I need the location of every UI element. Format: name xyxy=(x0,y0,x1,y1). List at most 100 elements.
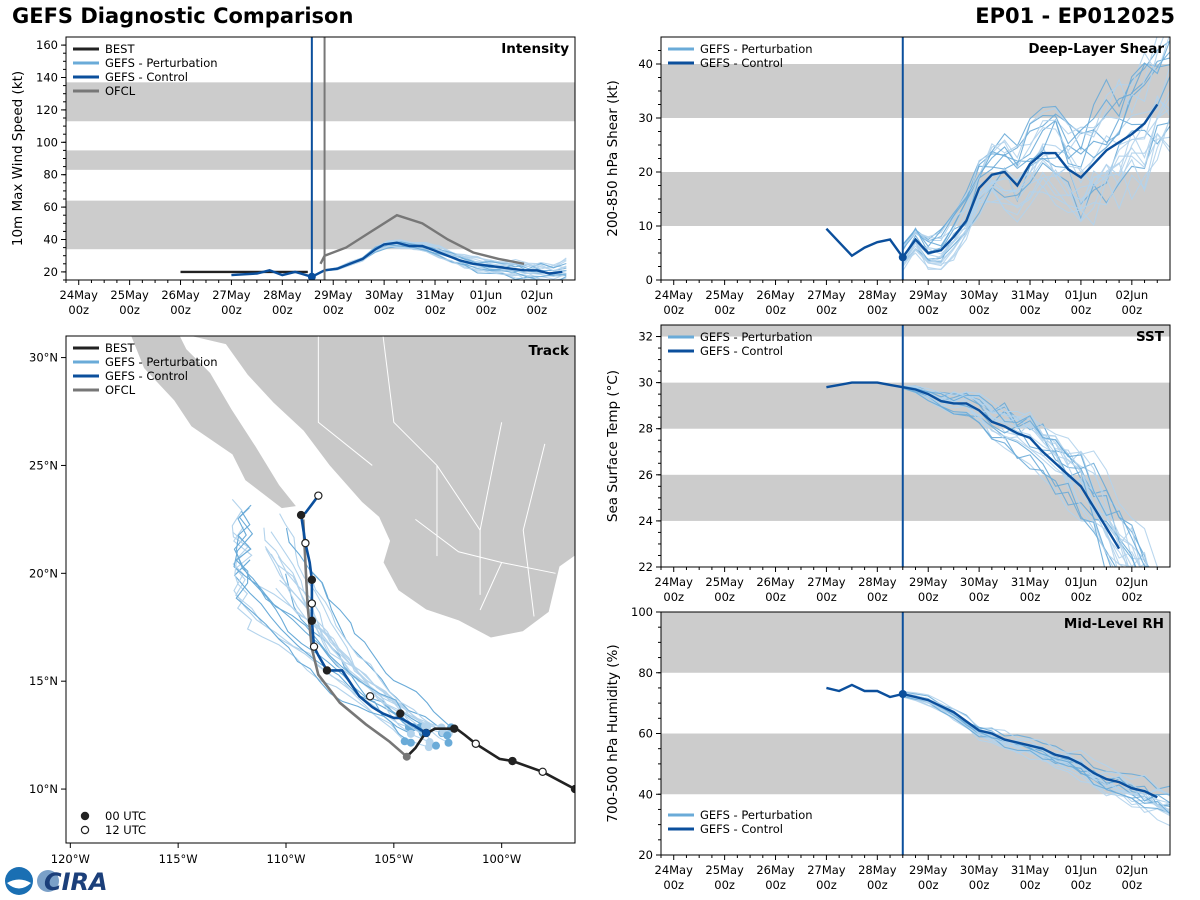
perturbation-track xyxy=(235,536,426,727)
x-tick-label-hour: 00z xyxy=(374,303,395,317)
x-tick-label-hour: 00z xyxy=(170,303,191,317)
threshold-band xyxy=(661,64,1170,118)
axes-frame xyxy=(65,335,576,844)
time-legend-marker xyxy=(80,811,90,821)
legend-label: GEFS - Perturbation xyxy=(700,42,813,56)
state-border xyxy=(479,422,503,595)
ensemble-member-line xyxy=(902,136,1170,267)
lon-tick-label: 105°W xyxy=(374,852,413,866)
threshold-band xyxy=(661,325,1170,337)
best-track-point xyxy=(508,756,517,766)
series-line-ctrl xyxy=(826,381,1121,550)
ensemble-member-line xyxy=(902,37,1170,247)
x-tick-label-hour: 00z xyxy=(867,590,888,604)
panel-label: SST xyxy=(1136,329,1165,345)
x-tick-label-date: 24May xyxy=(655,288,694,302)
lat-tick-label: 25°N xyxy=(29,458,58,472)
perturbation-track xyxy=(235,510,412,735)
y-tick-label: 30 xyxy=(638,111,653,125)
x-tick-label-date: 01Jun xyxy=(1065,288,1098,302)
x-tick-label-date: 27May xyxy=(212,288,251,302)
perturbation-track xyxy=(232,531,406,742)
time-legend-marker xyxy=(80,825,90,835)
perturbation-track xyxy=(275,587,448,736)
figure-title: GEFS Diagnostic Comparison xyxy=(12,4,354,28)
y-axis-label: 10m Max Wind Speed (kt) xyxy=(10,71,26,246)
ensemble-member-line xyxy=(311,245,548,280)
ensemble-member-line xyxy=(902,385,1141,567)
ensemble-member-line xyxy=(902,40,1170,248)
legend-label: GEFS - Control xyxy=(700,344,783,358)
series-line-ctrl xyxy=(826,683,1158,799)
x-tick-label-hour: 00z xyxy=(714,878,735,892)
x-tick-label-hour: 00z xyxy=(476,303,497,317)
legend-label: OFCL xyxy=(105,84,136,98)
panel-label: Track xyxy=(529,343,570,359)
threshold-band xyxy=(66,150,575,170)
x-tick-label-hour: 00z xyxy=(816,590,837,604)
x-tick-label-date: 02Jun xyxy=(1116,575,1149,589)
lon-tick-label: 100°W xyxy=(482,852,521,866)
ensemble-member-line xyxy=(902,386,1117,567)
ensemble-member-line xyxy=(902,132,1170,272)
y-tick-label: 20 xyxy=(43,265,58,279)
perturbation-start-point xyxy=(421,722,430,731)
x-tick-label-date: 27May xyxy=(807,575,846,589)
threshold-band xyxy=(661,172,1170,226)
perturbation-start-point xyxy=(406,738,415,747)
perturbation-track xyxy=(263,527,428,727)
ensemble-member-line xyxy=(902,693,1170,811)
ensemble-member-line xyxy=(902,64,1170,250)
y-tick-label: 40 xyxy=(638,57,653,71)
threshold-band xyxy=(661,733,1170,795)
x-tick-label-date: 31May xyxy=(1011,288,1050,302)
x-tick-label-date: 01Jun xyxy=(470,288,503,302)
x-tick-label-hour: 00z xyxy=(969,590,990,604)
series-line-ofcl xyxy=(319,213,525,265)
perturbation-track xyxy=(279,513,443,734)
ensemble-member-line xyxy=(902,116,1170,268)
best-track xyxy=(405,727,575,791)
x-tick-label-hour: 00z xyxy=(663,878,684,892)
x-tick-label-hour: 00z xyxy=(119,303,140,317)
x-tick-label-hour: 00z xyxy=(1020,590,1041,604)
control-track-point xyxy=(309,642,319,651)
panel-sst: 22242628303224May00z25May00z26May00z27Ma… xyxy=(605,324,1171,604)
legend-label: BEST xyxy=(105,341,135,355)
legend-label: GEFS - Perturbation xyxy=(105,355,218,369)
x-tick-label-date: 28May xyxy=(858,575,897,589)
lat-tick-label: 30°N xyxy=(29,351,58,365)
y-tick-label: 28 xyxy=(638,422,653,436)
legend-label: GEFS - Perturbation xyxy=(700,808,813,822)
perturbation-track xyxy=(310,577,444,734)
series-line-ctrl xyxy=(231,241,563,279)
noaa-logo-wave xyxy=(7,879,31,889)
legend-label: GEFS - Perturbation xyxy=(105,56,218,70)
ensemble-member-line xyxy=(902,387,1133,567)
x-tick-label-hour: 00z xyxy=(816,303,837,317)
control-track-point xyxy=(322,666,332,675)
x-tick-label-date: 28May xyxy=(858,863,897,877)
y-tick-label: 100 xyxy=(631,605,653,619)
panel-label: Intensity xyxy=(501,41,569,57)
x-tick-label-hour: 00z xyxy=(425,303,446,317)
ensemble-member-line xyxy=(902,122,1170,265)
y-tick-label: 0 xyxy=(646,273,653,287)
y-tick-label: 20 xyxy=(638,165,653,179)
x-tick-label-date: 25May xyxy=(705,575,744,589)
x-tick-label-date: 24May xyxy=(655,575,694,589)
x-tick-label-date: 24May xyxy=(655,863,694,877)
y-tick-label: 60 xyxy=(638,727,653,741)
x-tick-label-hour: 00z xyxy=(765,590,786,604)
x-tick-label-hour: 00z xyxy=(867,303,888,317)
x-tick-label-date: 30May xyxy=(960,288,999,302)
plot-area xyxy=(661,612,1170,827)
best-track-point xyxy=(538,767,547,777)
plot-area xyxy=(661,325,1170,567)
best-track-point xyxy=(450,724,459,733)
ensemble-member-line xyxy=(902,690,1170,797)
x-tick-label-date: 27May xyxy=(807,863,846,877)
x-tick-label-date: 27May xyxy=(807,288,846,302)
ensemble-member-line xyxy=(902,95,1170,264)
